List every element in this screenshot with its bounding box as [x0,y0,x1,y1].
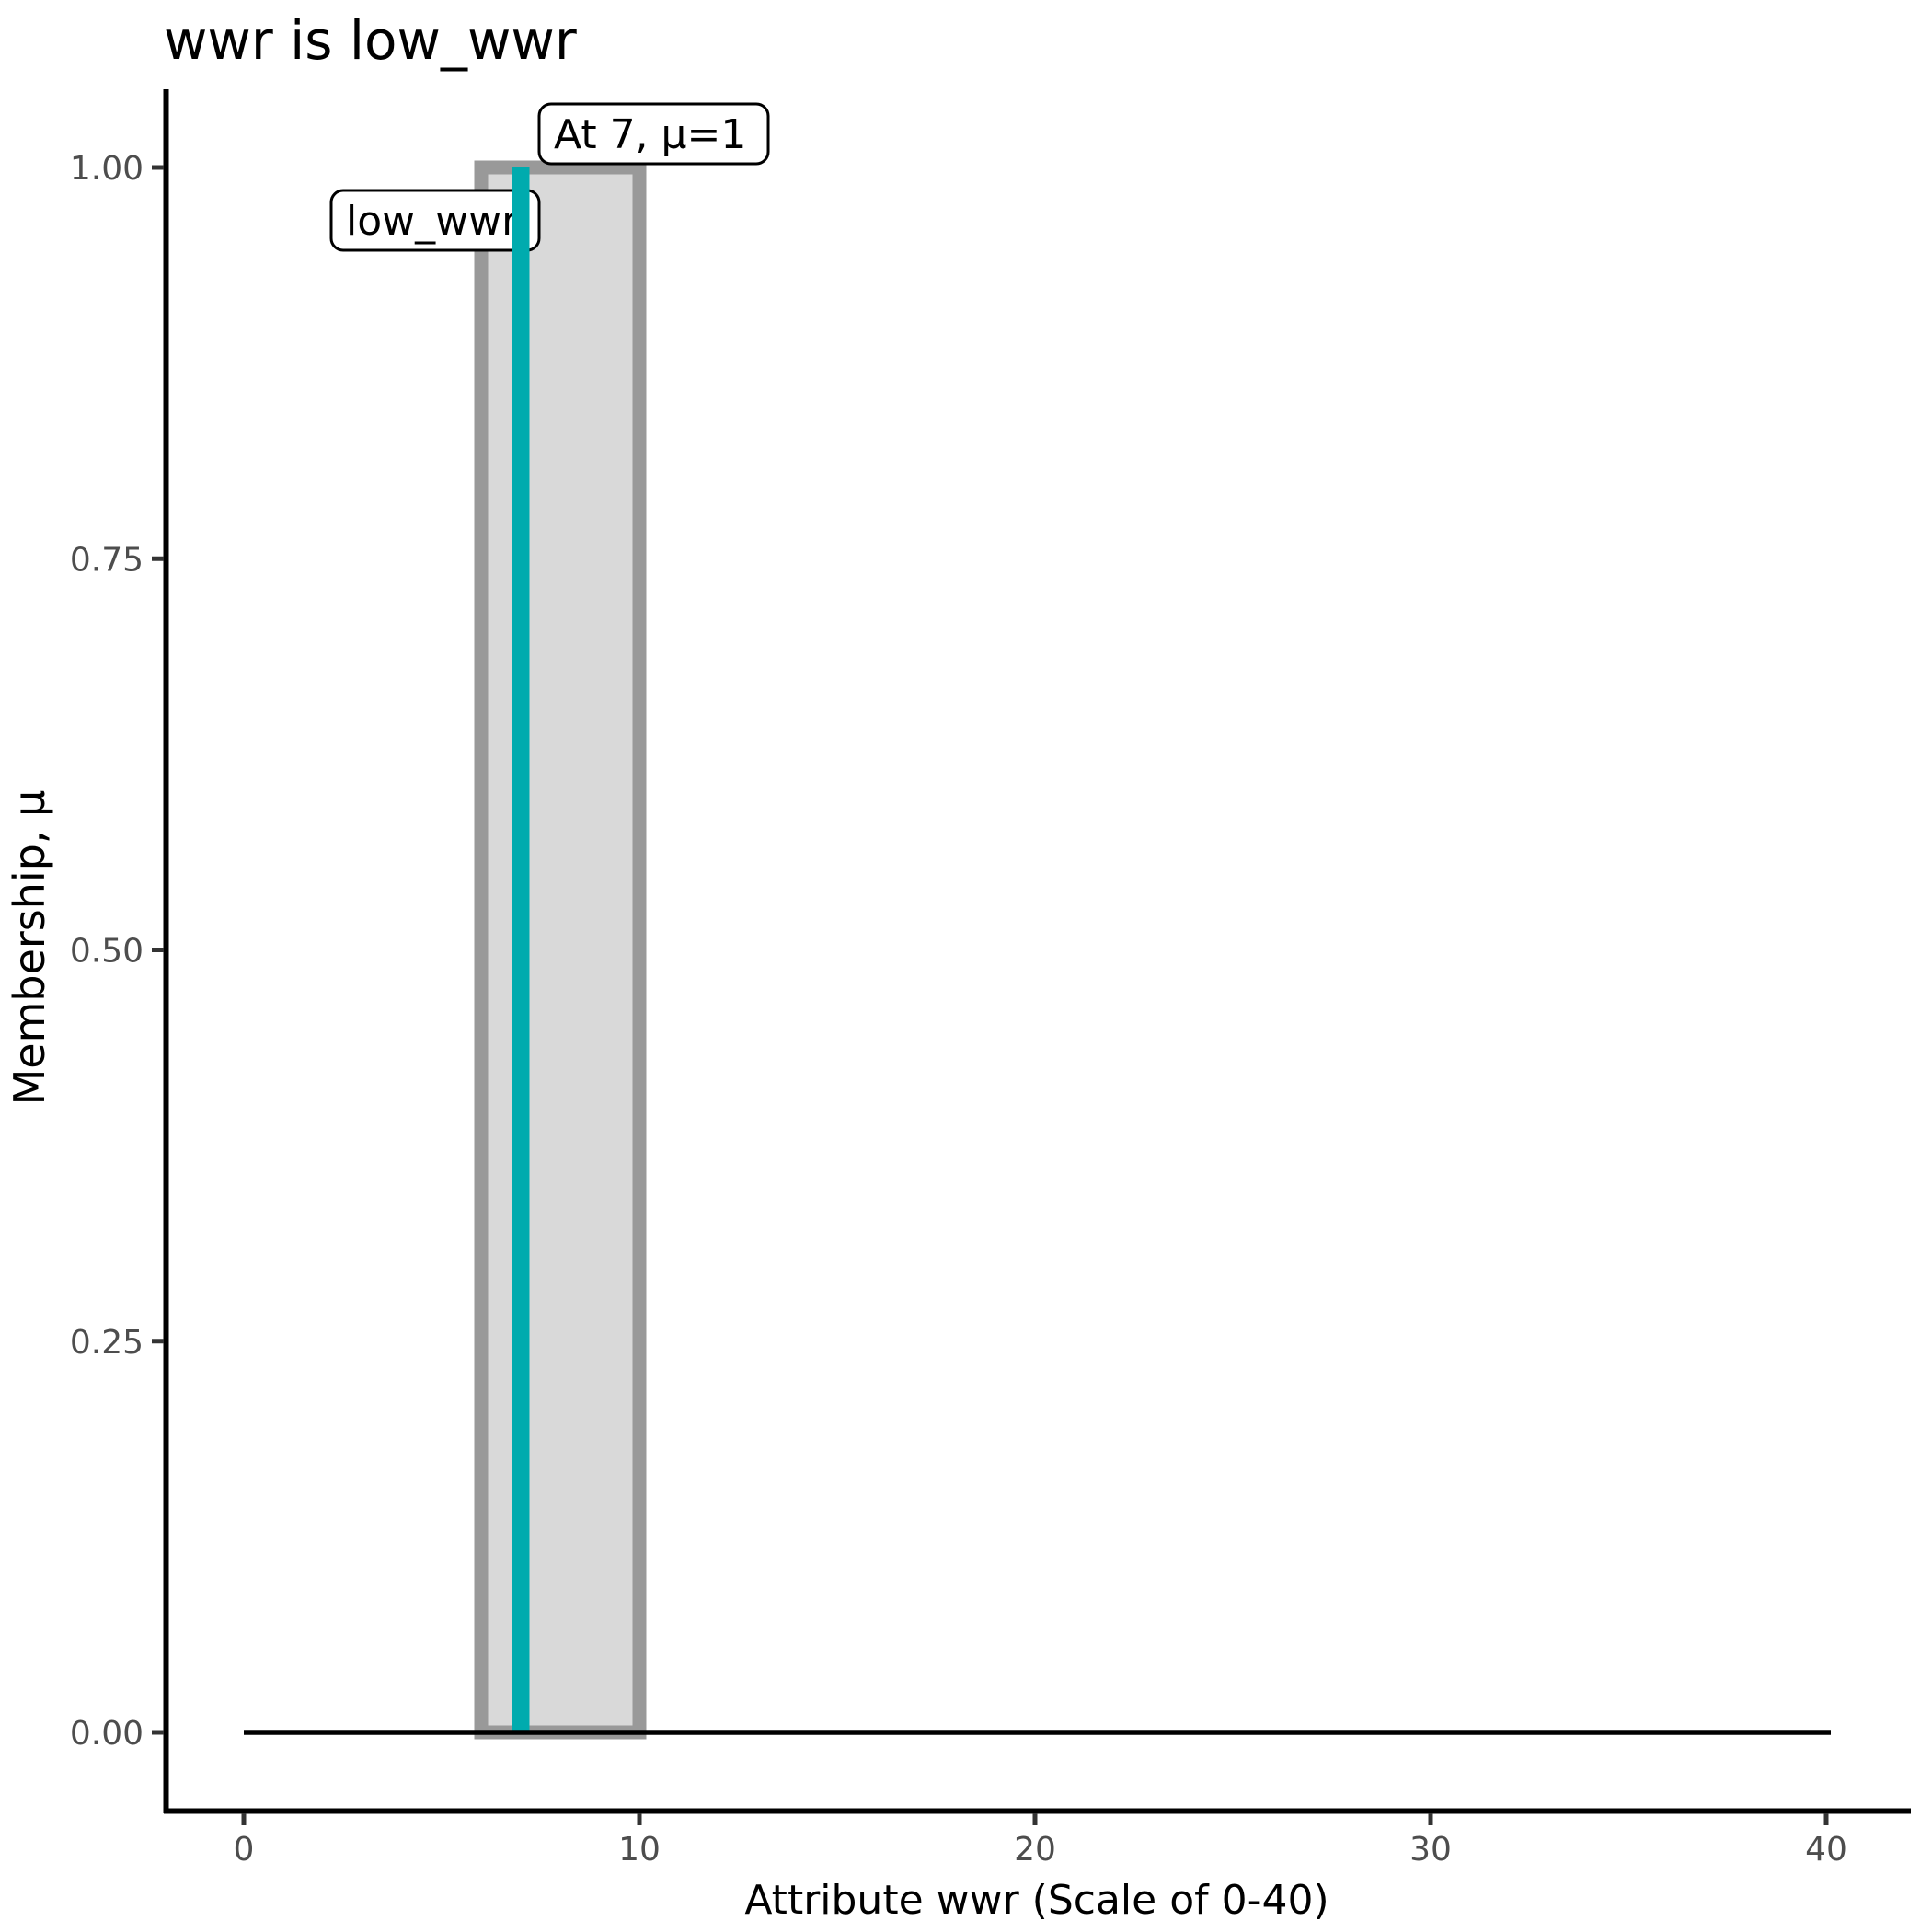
x-tick-label: 20 [1014,1831,1056,1869]
x-axis-ticks: 0 10 20 30 40 [234,1813,1847,1869]
x-tick-label: 30 [1409,1831,1452,1869]
plot-title: wwr is low_wwr [164,9,577,72]
x-tick-label: 0 [234,1831,255,1869]
mf-name-annotation: low_wwr [329,189,541,252]
y-tick-label: 1.00 [70,150,144,188]
membership-core-rect [474,160,647,1740]
marked-value-annotation-box [537,102,770,166]
y-tick-label: 0.25 [70,1324,144,1362]
marked-value-annotation: At 7, µ=1 [537,102,770,166]
mf-name-annotation-box [329,189,541,252]
y-axis-ticks: 0.00 0.25 0.50 0.75 1.00 [70,150,164,1753]
y-axis-title: Membership, µ [5,790,54,1106]
x-axis-title: Attribute wwr (Scale of 0-40) [744,1877,1328,1924]
mf-name-annotation-label: low_wwr [346,198,519,245]
y-tick-label: 0.50 [70,933,144,971]
y-tick-label: 0.00 [70,1715,144,1753]
x-tick-label: 10 [618,1831,661,1869]
y-tick-label: 0.75 [70,541,144,579]
x-tick-label: 40 [1805,1831,1847,1869]
marked-value-annotation-label: At 7, µ=1 [554,111,746,158]
